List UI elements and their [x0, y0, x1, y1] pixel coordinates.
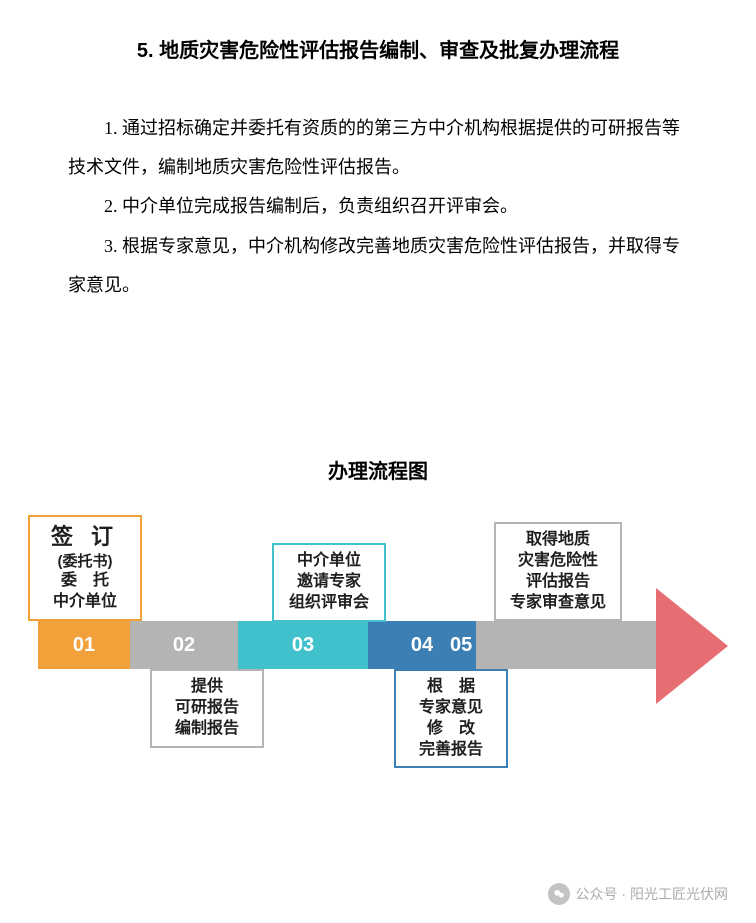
step-box-05-line-0: 取得地质 [500, 530, 616, 551]
paragraph-2: 2. 中介单位完成报告编制后，负责组织召开评审会。 [68, 187, 688, 226]
step-box-05-line-3: 专家审查意见 [500, 593, 616, 614]
step-box-01-line-3: 中介单位 [34, 592, 136, 613]
step-box-05: 取得地质灾害危险性评估报告专家审查意见 [494, 522, 622, 621]
page-title: 5. 地质灾害危险性评估报告编制、审查及批复办理流程 [0, 34, 756, 63]
arrow-body: 01 02 03 04 05 [38, 621, 656, 669]
step-number-02: 02 [173, 634, 195, 657]
step-box-01-line-1: (委托书) [34, 552, 136, 572]
step-box-04-line-0: 根 据 [400, 677, 502, 698]
step-box-05-line-1: 灾害危险性 [500, 551, 616, 572]
arrow-segment-02: 02 [130, 621, 238, 669]
step-box-02-line-1: 可研报告 [156, 698, 258, 719]
step-box-04-line-3: 完善报告 [400, 740, 502, 761]
chart-title: 办理流程图 [0, 455, 756, 484]
arrow-segment-05: 05 [476, 621, 656, 669]
arrow-head [656, 588, 728, 704]
step-number-03: 03 [292, 634, 314, 657]
step-box-01: 签 订(委托书)委 托中介单位 [28, 515, 142, 621]
step-box-03-line-1: 邀请专家 [278, 572, 380, 593]
step-box-02: 提供可研报告编制报告 [150, 669, 264, 747]
step-number-01: 01 [73, 634, 95, 657]
step-number-05: 05 [450, 634, 472, 657]
step-number-04: 04 [411, 634, 433, 657]
step-box-02-line-0: 提供 [156, 677, 258, 698]
footer-label: 公众号 · 阳光工匠光伏网 [576, 884, 728, 904]
step-box-02-line-2: 编制报告 [156, 719, 258, 740]
step-box-01-line-0: 签 订 [34, 523, 136, 552]
paragraph-1: 1. 通过招标确定并委托有资质的的第三方中介机构根据提供的可研报告等技术文件，编… [68, 109, 688, 187]
step-box-03: 中介单位邀请专家组织评审会 [272, 543, 386, 621]
step-box-03-line-2: 组织评审会 [278, 593, 380, 614]
arrow-segment-03: 03 [238, 621, 368, 669]
paragraph-3: 3. 根据专家意见，中介机构修改完善地质灾害危险性评估报告，并取得专家意见。 [68, 227, 688, 305]
step-box-04-line-1: 专家意见 [400, 698, 502, 719]
footer-tag: 公众号 · 阳光工匠光伏网 [548, 883, 728, 905]
flowchart: 0102030405签 订(委托书)委 托中介单位提供可研报告编制报告中介单位邀… [38, 520, 728, 750]
step-box-04: 根 据专家意见修 改完善报告 [394, 669, 508, 768]
wechat-icon [548, 883, 570, 905]
step-box-05-line-2: 评估报告 [500, 572, 616, 593]
step-box-04-line-2: 修 改 [400, 719, 502, 740]
arrow-segment-01: 01 [38, 621, 130, 669]
step-box-03-line-0: 中介单位 [278, 551, 380, 572]
step-box-01-line-2: 委 托 [34, 571, 136, 592]
body-paragraphs: 1. 通过招标确定并委托有资质的的第三方中介机构根据提供的可研报告等技术文件，编… [0, 109, 756, 305]
